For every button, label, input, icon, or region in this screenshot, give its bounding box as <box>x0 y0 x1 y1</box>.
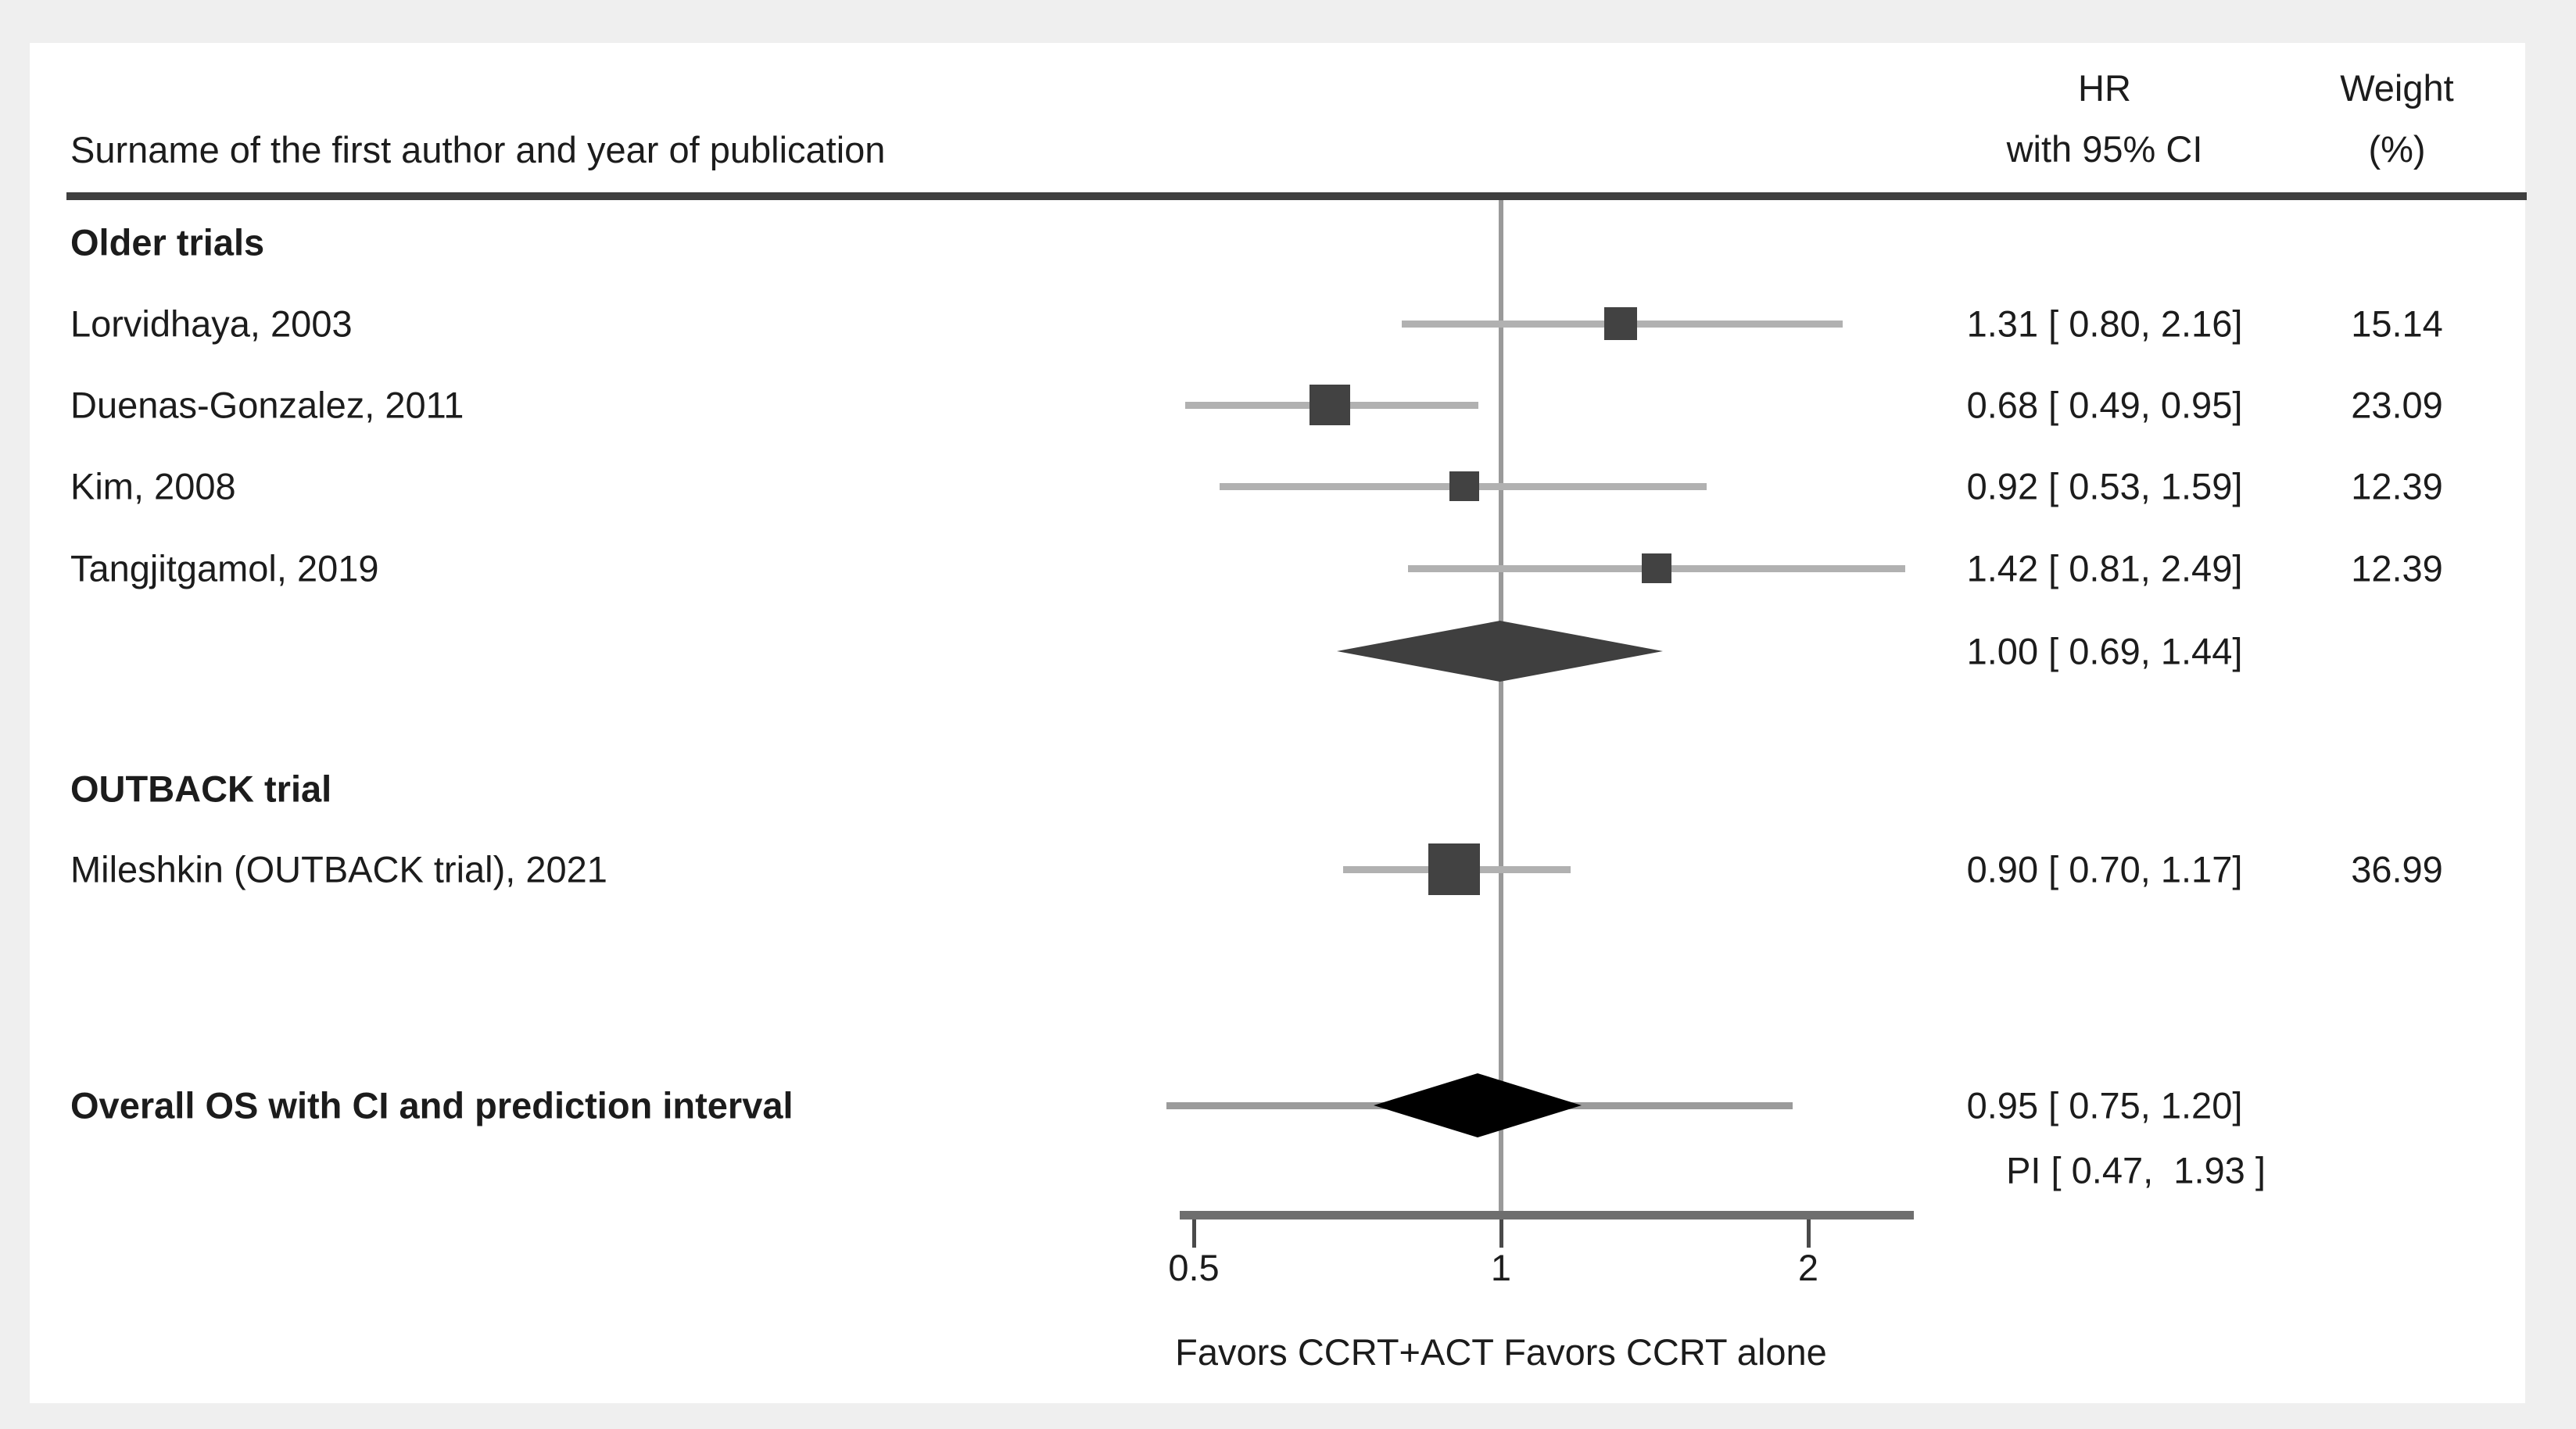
hr-ci-value: 1.31 [ 0.80, 2.16] <box>1966 303 2243 345</box>
study-square <box>1642 553 1671 583</box>
study-square <box>1309 385 1350 425</box>
x-axis-tick <box>1499 1219 1503 1248</box>
hr-ci-value: 1.42 [ 0.81, 2.49] <box>1966 547 2243 589</box>
forest-plot-figure <box>30 43 2525 1403</box>
column-header-weight-line1: Weight <box>2340 67 2454 109</box>
overall-label: Overall OS with CI and prediction interv… <box>70 1084 794 1126</box>
weight-value: 23.09 <box>2351 384 2443 426</box>
x-axis-label: Favors CCRT+ACT Favors CCRT alone <box>969 1331 2033 1373</box>
weight-value: 36.99 <box>2351 848 2443 890</box>
hr-ci-value: 0.90 [ 0.70, 1.17] <box>1966 848 2243 890</box>
x-axis-line <box>1180 1211 1914 1219</box>
study-square <box>1604 307 1637 340</box>
column-header-hr: HR with 95% CI <box>1870 58 2339 180</box>
header-rule <box>66 192 2527 200</box>
x-axis-tick-label: 2 <box>1797 1246 1819 1288</box>
x-axis-tick <box>1807 1219 1811 1248</box>
group-header: OUTBACK trial <box>70 768 332 810</box>
hr-ci-value: 0.92 [ 0.53, 1.59] <box>1966 465 2243 507</box>
favors-left-label: Favors CCRT+ACT <box>1175 1331 1494 1373</box>
column-header-weight: Weight (%) <box>2280 58 2514 180</box>
x-axis-tick-label: 1 <box>1490 1246 1512 1288</box>
weight-value: 12.39 <box>2351 465 2443 507</box>
column-header-weight-line2: (%) <box>2368 128 2426 170</box>
prediction-interval-value: PI [ 0.47, 1.93 ] <box>2006 1149 2266 1191</box>
favors-right-label: Favors CCRT alone <box>1503 1331 1827 1373</box>
reference-line <box>1499 200 1503 1212</box>
weight-value: 12.39 <box>2351 547 2443 589</box>
study-square <box>1428 843 1480 895</box>
study-label: Lorvidhaya, 2003 <box>70 303 353 345</box>
weight-value: 15.14 <box>2351 303 2443 345</box>
column-header-study: Surname of the first author and year of … <box>70 128 886 170</box>
study-square <box>1449 471 1479 501</box>
x-axis-tick-label: 0.5 <box>1168 1246 1220 1288</box>
hr-ci-value: 0.68 [ 0.49, 0.95] <box>1966 384 2243 426</box>
study-label: Tangjitgamol, 2019 <box>70 547 379 589</box>
overall-hr-ci-value: 0.95 [ 0.75, 1.20] <box>1966 1084 2243 1126</box>
study-label: Kim, 2008 <box>70 465 236 507</box>
group-header: Older trials <box>70 221 265 263</box>
x-axis-tick <box>1192 1219 1196 1248</box>
subtotal-hr-ci-value: 1.00 [ 0.69, 1.44] <box>1966 630 2243 672</box>
column-header-hr-line1: HR <box>2078 67 2131 109</box>
column-header-hr-line2: with 95% CI <box>2006 128 2203 170</box>
study-label: Mileshkin (OUTBACK trial), 2021 <box>70 848 607 890</box>
study-label: Duenas-Gonzalez, 2011 <box>70 384 464 426</box>
